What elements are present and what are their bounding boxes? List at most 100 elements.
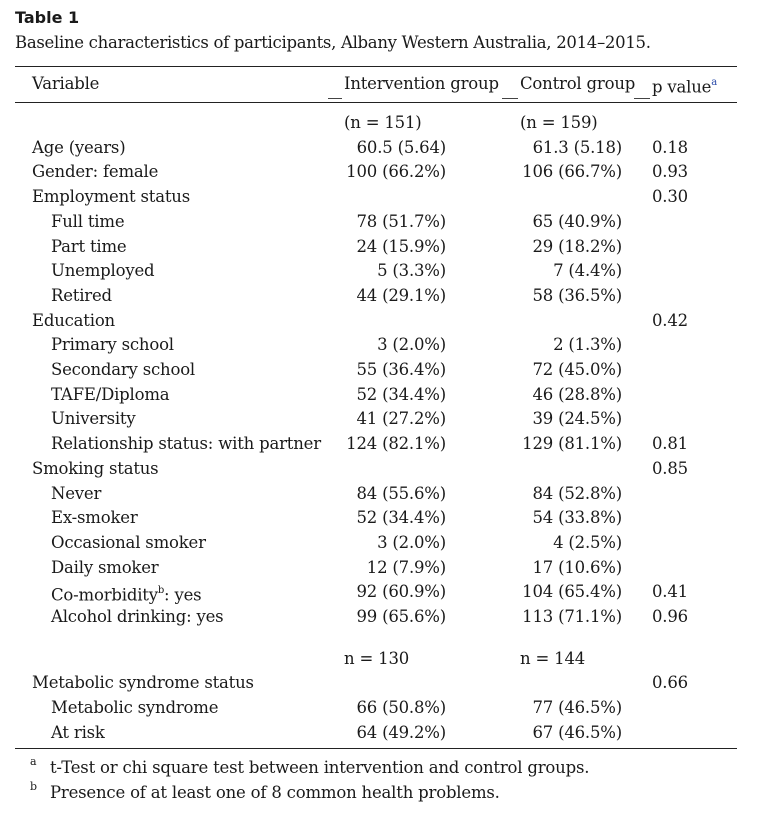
- control-cell: 113 (71.1%): [522, 607, 622, 626]
- row-label-text: Part time: [51, 236, 127, 256]
- row-label: Occasional smoker: [51, 533, 206, 553]
- row-label-suffix: : yes: [164, 585, 202, 605]
- row-label: TAFE/Diploma: [51, 385, 170, 405]
- row-label: At risk: [51, 723, 105, 743]
- row-label: Employment status: [32, 187, 190, 207]
- row-label-text: Co-morbidity: [51, 585, 158, 605]
- row-label-text: Unemployed: [51, 261, 155, 281]
- row-label-text: Employment status: [32, 187, 190, 207]
- row-label-text: Full time: [51, 211, 125, 231]
- control-cell: 39 (24.5%): [532, 409, 622, 429]
- header-control: Control group: [520, 74, 636, 93]
- control-cell: 104 (65.4%): [522, 582, 622, 602]
- row-label-text: Smoking status: [32, 458, 159, 478]
- row-label-text: At risk: [51, 722, 105, 742]
- table-caption: Baseline characteristics of participants…: [15, 33, 651, 52]
- header-rule: [15, 102, 737, 104]
- intervention-cell: 84 (55.6%): [356, 483, 446, 503]
- control-cell: 65 (40.9%): [532, 211, 622, 231]
- control-cell: 17 (10.6%): [532, 557, 622, 577]
- p-value-cell: 0.81: [652, 434, 688, 454]
- intervention-cell: 55 (36.4%): [356, 360, 446, 379]
- p-value-cell: 0.18: [652, 137, 688, 157]
- row-label: Never: [51, 484, 101, 504]
- intervention-cell: 78 (51.7%): [356, 211, 446, 231]
- intervention-cell: 60.5 (5.64): [356, 137, 447, 157]
- p-value-cell: 0.42: [652, 310, 688, 330]
- control-cell: (n = 159): [520, 113, 598, 132]
- row-label: Alcohol drinking: yes: [51, 607, 224, 627]
- header-underline: [634, 98, 650, 99]
- bottom-rule: [15, 748, 737, 750]
- row-label: Co-morbidityb: yes: [51, 582, 202, 606]
- row-label: Primary school: [51, 335, 174, 355]
- p-value-cell: 0.30: [652, 187, 688, 207]
- control-cell: 61.3 (5.18): [532, 137, 623, 157]
- p-value-cell: 0.96: [652, 607, 688, 626]
- intervention-cell: 99 (65.6%): [356, 607, 446, 626]
- row-label: Smoking status: [32, 458, 159, 479]
- footnote-mark: b: [30, 780, 37, 793]
- control-cell: 72 (45.0%): [532, 360, 622, 379]
- header-intervention: Intervention group: [344, 74, 499, 93]
- header-underline: [328, 98, 342, 99]
- intervention-cell: (n = 151): [344, 113, 422, 132]
- intervention-cell: 24 (15.9%): [356, 236, 446, 256]
- p-value-cell: 0.66: [652, 673, 688, 693]
- p-value-cell: 0.85: [652, 458, 688, 478]
- control-cell: n = 144: [520, 648, 586, 668]
- intervention-cell: 64 (49.2%): [356, 722, 446, 742]
- row-label-text: Occasional smoker: [51, 532, 206, 552]
- row-label: Gender: female: [32, 162, 158, 182]
- intervention-cell: 5 (3.3%): [377, 261, 446, 281]
- intervention-cell: 41 (27.2%): [356, 409, 446, 429]
- control-cell: 4 (2.5%): [553, 532, 622, 552]
- row-label-text: Relationship status: with partner: [51, 434, 321, 454]
- header-p-label: p value: [652, 77, 712, 97]
- row-label-text: Education: [32, 310, 115, 330]
- control-cell: 2 (1.3%): [553, 335, 622, 355]
- header-p-value: p valuea: [652, 74, 717, 98]
- row-label-text: Daily smoker: [51, 557, 159, 577]
- intervention-cell: 52 (34.4%): [356, 508, 446, 528]
- row-label-text: Metabolic syndrome: [51, 698, 219, 718]
- row-label: Relationship status: with partner: [51, 434, 321, 454]
- control-cell: 58 (36.5%): [532, 285, 622, 305]
- header-underline: [502, 98, 518, 99]
- row-label: Age (years): [32, 137, 126, 158]
- footnote-text: t-Test or chi square test between interv…: [50, 758, 590, 777]
- control-cell: 67 (46.5%): [532, 722, 622, 742]
- intervention-cell: 66 (50.8%): [356, 698, 446, 718]
- row-label: Full time: [51, 211, 125, 232]
- row-label: Secondary school: [51, 360, 195, 380]
- row-label-text: Gender: female: [32, 162, 159, 182]
- row-label-text: Never: [51, 483, 102, 503]
- control-cell: 46 (28.8%): [532, 384, 622, 404]
- header-variable: Variable: [32, 74, 100, 93]
- control-cell: 77 (46.5%): [532, 698, 622, 718]
- row-label: Retired: [51, 286, 112, 306]
- row-label: Metabolic syndrome: [51, 698, 218, 718]
- row-label-text: Alcohol drinking: yes: [51, 607, 224, 626]
- intervention-cell: 3 (2.0%): [377, 335, 446, 355]
- intervention-cell: 100 (66.2%): [346, 162, 446, 182]
- footnote-mark: a: [30, 755, 37, 768]
- intervention-cell: 12 (7.9%): [366, 557, 446, 577]
- control-cell: 129 (81.1%): [522, 434, 622, 454]
- row-label-text: Retired: [51, 285, 112, 305]
- row-label-text: Metabolic syndrome status: [32, 673, 254, 693]
- control-cell: 106 (66.7%): [522, 162, 622, 182]
- row-label: Education: [32, 311, 115, 331]
- intervention-cell: 52 (34.4%): [356, 384, 446, 404]
- control-cell: 84 (52.8%): [532, 483, 622, 503]
- row-label-text: Secondary school: [51, 360, 196, 379]
- intervention-cell: 3 (2.0%): [377, 532, 446, 552]
- control-cell: 7 (4.4%): [553, 261, 622, 281]
- control-cell: 29 (18.2%): [532, 236, 622, 256]
- row-label-text: University: [51, 409, 136, 429]
- intervention-cell: 44 (29.1%): [356, 285, 446, 305]
- row-label-text: Age (years): [32, 137, 126, 157]
- row-label-text: Primary school: [51, 335, 174, 355]
- row-label-text: Ex-smoker: [51, 508, 138, 528]
